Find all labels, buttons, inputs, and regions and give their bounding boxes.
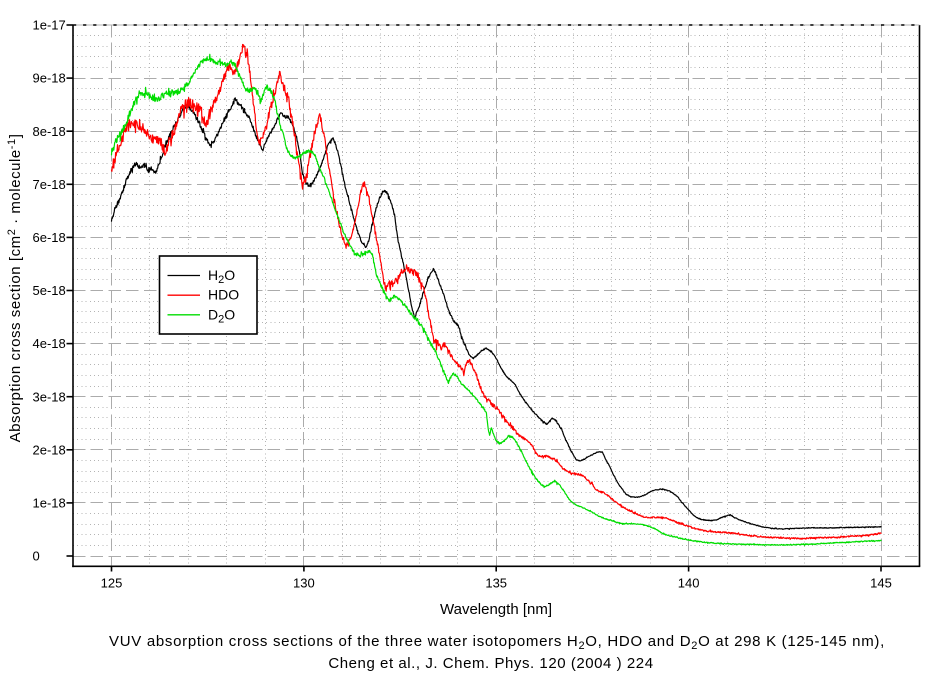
svg-text:3e-18: 3e-18 bbox=[33, 389, 66, 404]
svg-text:145: 145 bbox=[870, 576, 892, 591]
svg-text:4e-18: 4e-18 bbox=[33, 336, 66, 351]
svg-text:6e-18: 6e-18 bbox=[33, 230, 66, 245]
svg-text:Cheng et al., J. Chem. Phys. 1: Cheng et al., J. Chem. Phys. 120 (2004 )… bbox=[328, 655, 653, 672]
svg-text:1e-18: 1e-18 bbox=[33, 496, 66, 511]
svg-text:135: 135 bbox=[485, 576, 507, 591]
svg-text:1e-17: 1e-17 bbox=[33, 18, 66, 33]
svg-text:Wavelength [nm]: Wavelength [nm] bbox=[440, 601, 552, 618]
svg-text:Absorption cross section [cm2: Absorption cross section [cm2 · molecule… bbox=[6, 134, 24, 443]
svg-text:7e-18: 7e-18 bbox=[33, 177, 66, 192]
svg-text:9e-18: 9e-18 bbox=[33, 71, 66, 86]
svg-text:0: 0 bbox=[33, 549, 40, 564]
svg-text:2e-18: 2e-18 bbox=[33, 442, 66, 457]
svg-text:H2O: H2O bbox=[208, 267, 235, 286]
svg-text:5e-18: 5e-18 bbox=[33, 283, 66, 298]
svg-text:8e-18: 8e-18 bbox=[33, 124, 66, 139]
svg-text:D2O: D2O bbox=[208, 306, 235, 325]
svg-text:140: 140 bbox=[678, 576, 700, 591]
svg-text:125: 125 bbox=[101, 576, 123, 591]
svg-text:HDO: HDO bbox=[208, 287, 239, 303]
svg-text:VUV absorption cross sections: VUV absorption cross sections of the thr… bbox=[109, 633, 885, 652]
svg-text:130: 130 bbox=[293, 576, 315, 591]
